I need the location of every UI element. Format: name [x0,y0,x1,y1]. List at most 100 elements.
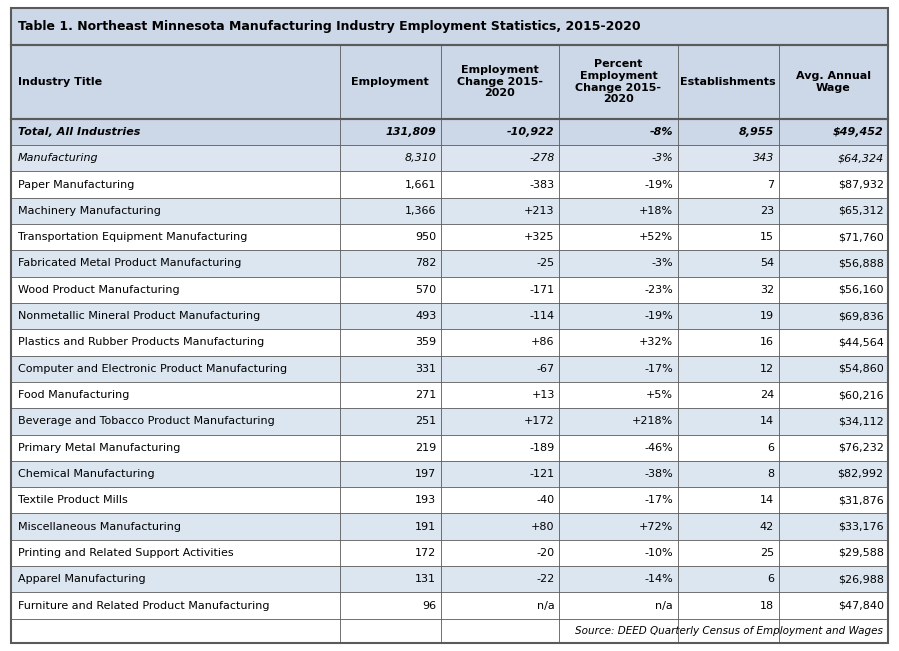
Text: Source: DEED Quarterly Census of Employment and Wages: Source: DEED Quarterly Census of Employm… [575,626,883,635]
Text: Machinery Manufacturing: Machinery Manufacturing [18,206,161,216]
Text: -8%: -8% [650,127,673,137]
Text: Beverage and Tobacco Product Manufacturing: Beverage and Tobacco Product Manufacturi… [18,417,275,426]
Text: $26,988: $26,988 [838,574,884,584]
Bar [11,251,340,277]
Text: +80: +80 [531,521,555,532]
Bar [779,171,888,198]
Text: 96: 96 [423,601,436,611]
Text: 219: 219 [415,443,436,452]
Text: +52%: +52% [639,232,673,242]
Bar [441,118,559,145]
Bar [340,224,441,251]
Text: -22: -22 [537,574,555,584]
Text: 8,955: 8,955 [739,127,774,137]
Bar [559,277,678,303]
Text: -19%: -19% [645,180,673,189]
Text: Employment
Change 2015-
2020: Employment Change 2015- 2020 [457,65,543,98]
Bar [340,355,441,382]
Bar [779,434,888,461]
Text: 197: 197 [415,469,436,479]
Text: +218%: +218% [632,417,673,426]
Bar [11,487,340,514]
Bar [11,434,340,461]
Bar [559,487,678,514]
Text: -14%: -14% [645,574,673,584]
Bar [779,487,888,514]
Text: +13: +13 [531,390,555,400]
Bar [340,45,441,118]
Bar [441,487,559,514]
Text: Industry Title: Industry Title [18,77,102,87]
Text: 131: 131 [415,574,436,584]
Text: -10%: -10% [645,548,673,558]
Text: Apparel Manufacturing: Apparel Manufacturing [18,574,146,584]
Text: 14: 14 [760,495,774,505]
Text: 331: 331 [415,364,436,374]
Text: $60,216: $60,216 [838,390,884,400]
Text: +86: +86 [531,337,555,348]
Bar [559,45,678,118]
Text: +213: +213 [524,206,555,216]
Bar [11,45,340,118]
Bar [779,224,888,251]
Text: 24: 24 [760,390,774,400]
Bar [779,251,888,277]
Text: 131,809: 131,809 [386,127,436,137]
Bar [678,118,779,145]
Bar [779,408,888,434]
Text: $56,888: $56,888 [838,258,884,268]
Text: 54: 54 [760,258,774,268]
Text: 193: 193 [415,495,436,505]
Bar [11,566,340,592]
Text: 12: 12 [760,364,774,374]
Text: 271: 271 [415,390,436,400]
Bar [11,329,340,355]
Bar [559,434,678,461]
Text: -383: -383 [530,180,555,189]
Bar [441,303,559,329]
Text: 25: 25 [760,548,774,558]
Bar [441,329,559,355]
Text: -23%: -23% [645,284,673,295]
Text: Total, All Industries: Total, All Industries [18,127,140,137]
Text: Avg. Annual
Wage: Avg. Annual Wage [796,71,871,92]
Bar [340,171,441,198]
Text: -38%: -38% [645,469,673,479]
Bar [11,277,340,303]
Text: 493: 493 [415,311,436,321]
Text: 6: 6 [767,443,774,452]
Bar [779,277,888,303]
Bar [441,251,559,277]
Text: 32: 32 [760,284,774,295]
Text: +172: +172 [524,417,555,426]
Bar [441,566,559,592]
Text: 6: 6 [767,574,774,584]
Bar [559,329,678,355]
Text: 8,310: 8,310 [405,153,436,163]
Bar [11,408,340,434]
Text: -278: -278 [530,153,555,163]
Text: -40: -40 [537,495,555,505]
Text: +325: +325 [524,232,555,242]
Text: -25: -25 [537,258,555,268]
Text: 7: 7 [767,180,774,189]
Text: Computer and Electronic Product Manufacturing: Computer and Electronic Product Manufact… [18,364,287,374]
Text: -67: -67 [537,364,555,374]
Bar [340,329,441,355]
Bar [559,118,678,145]
Text: Primary Metal Manufacturing: Primary Metal Manufacturing [18,443,181,452]
Text: -3%: -3% [652,258,673,268]
Text: Manufacturing: Manufacturing [18,153,99,163]
Bar [559,461,678,487]
Bar [441,171,559,198]
Bar [678,514,779,540]
Bar [11,514,340,540]
Bar [678,251,779,277]
Bar [678,224,779,251]
Bar [340,145,441,171]
Text: 251: 251 [415,417,436,426]
Text: +5%: +5% [646,390,673,400]
Text: 950: 950 [415,232,436,242]
Bar [441,434,559,461]
Bar [559,145,678,171]
